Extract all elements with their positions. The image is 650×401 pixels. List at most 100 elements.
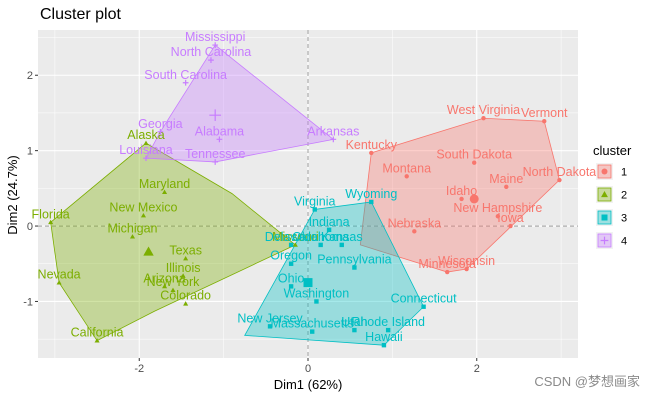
x-tick-label: 2 (474, 363, 480, 375)
point-label: New Hampshire (453, 201, 542, 215)
data-point (557, 177, 562, 183)
data-point (129, 234, 136, 239)
point-label: Idaho (446, 184, 477, 198)
point-label: Alabama (195, 124, 244, 138)
point-label: Missouri (272, 230, 319, 244)
legend-label: 2 (621, 190, 627, 202)
data-point (381, 342, 387, 348)
data-point (216, 136, 223, 143)
y-axis-title: Dim2 (24.7%) (5, 155, 20, 234)
data-point (267, 324, 273, 329)
data-point (288, 242, 294, 248)
point-label: Rhode Island (351, 315, 425, 329)
data-point (445, 269, 450, 275)
point-label: Arkansas (307, 124, 359, 138)
data-point (464, 266, 469, 272)
data-point (385, 327, 391, 333)
legend-key-marker (601, 191, 608, 198)
data-point (369, 199, 374, 205)
point-label: Washington (284, 286, 350, 300)
legend-key-marker (601, 168, 608, 175)
data-point (481, 116, 486, 121)
point-label: Mississippi (185, 30, 245, 44)
point-label: Hawaii (365, 330, 403, 344)
point-label: Texas (169, 243, 202, 257)
data-point (508, 223, 513, 229)
cluster-2-series: Alaska Maryland Florida New Mexico Michigan M… (32, 128, 319, 343)
cluster-3-hull (244, 201, 425, 346)
data-point (143, 140, 149, 146)
point-label: New York (147, 275, 201, 289)
legend-key-marker (600, 236, 609, 245)
point-label: Delaware (265, 230, 318, 244)
legend-label: 4 (621, 236, 627, 248)
point-label: Ohio (278, 271, 304, 285)
point-label: Wyoming (345, 187, 397, 201)
data-point (288, 261, 294, 266)
data-point (170, 287, 176, 293)
data-point (330, 136, 337, 143)
point-label: New Jersey (237, 311, 303, 325)
data-point (459, 196, 464, 202)
point-label: Colorado (160, 289, 211, 303)
point-label: Utah (341, 315, 367, 329)
data-point (56, 280, 62, 285)
point-label: Tennessee (185, 147, 246, 161)
data-point (140, 212, 146, 218)
data-point (182, 79, 189, 86)
data-point (352, 327, 357, 333)
point-label: Florida (32, 207, 70, 221)
data-point (314, 299, 319, 304)
point-label: Georgia (138, 117, 183, 131)
y-tick-label: 2 (27, 70, 33, 82)
data-point (162, 283, 168, 289)
cluster-4-hull (145, 44, 335, 163)
data-point (48, 219, 54, 225)
data-point (326, 227, 332, 233)
point-label: North Dakota (523, 165, 597, 179)
data-point (318, 242, 323, 248)
data-point (162, 189, 168, 195)
point-label: Iowa (497, 211, 523, 225)
point-label: Maryland (139, 177, 190, 191)
point-label: Pennsylvania (317, 253, 391, 267)
point-label: Minnesota (418, 257, 476, 271)
chart-title: Cluster plot (40, 6, 121, 23)
data-point (472, 160, 477, 165)
data-point (421, 304, 426, 309)
plot-area: -2 0 2 -1 0 1 2 West Virginia Vermont Kentucky Sou… (23, 30, 596, 375)
cluster-2-hull (50, 142, 297, 342)
data-point (369, 150, 374, 156)
data-point (288, 284, 294, 289)
point-label: Wisconsin (438, 254, 495, 268)
legend-title: cluster (593, 143, 632, 158)
cluster-centroid (209, 109, 222, 122)
point-label: Arizona (143, 271, 185, 285)
point-label: Connecticut (391, 292, 458, 306)
point-label: West Virginia (447, 103, 520, 117)
y-tick-label: -1 (23, 296, 33, 308)
data-point (404, 174, 409, 179)
data-point (183, 255, 189, 261)
point-label: Montana (382, 161, 431, 175)
y-tick-label: 0 (27, 221, 33, 233)
point-label: Kansas (321, 230, 363, 244)
x-tick-label: -2 (134, 363, 144, 375)
x-tick-label: 0 (305, 363, 311, 375)
data-point (312, 207, 317, 212)
y-tick-label: 1 (27, 146, 33, 158)
point-label: Louisiana (119, 143, 173, 157)
point-label: South Dakota (436, 148, 512, 162)
cluster-3-series: Virginia Wyoming IndianaKansasDelawareOkla… (237, 187, 458, 348)
data-point (143, 155, 149, 162)
point-label: Maine (489, 172, 523, 186)
point-label: Vermont (521, 106, 568, 120)
point-label: Massachusetts (271, 317, 354, 331)
point-label: Nevada (38, 268, 81, 282)
point-label: Kentucky (346, 138, 398, 152)
point-label: Michigan (107, 222, 157, 236)
x-axis-title: Dim1 (62%) (274, 377, 343, 392)
cluster-centroid (303, 278, 313, 288)
